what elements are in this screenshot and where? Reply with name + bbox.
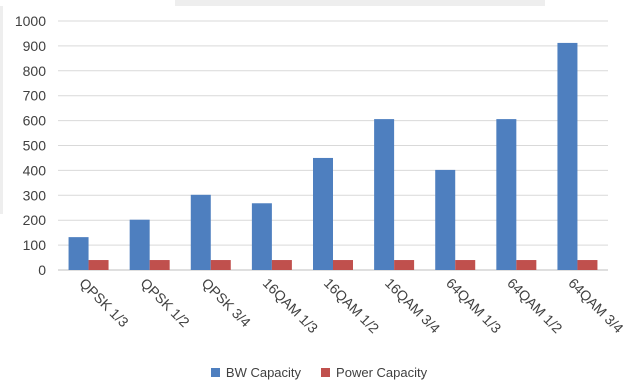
x-tick-label: 16QAM 1/3 (260, 275, 322, 337)
y-tick-label: 100 (23, 237, 47, 253)
x-tick-label: 64QAM 1/3 (443, 275, 505, 337)
bar-power-capacity-qpsk-3-4 (210, 260, 231, 270)
x-tick-label: 16QAM 1/2 (321, 275, 383, 337)
bar-bw-capacity-64qam-1-2 (496, 119, 517, 270)
y-tick-label: 300 (23, 187, 47, 203)
y-tick-label: 400 (23, 162, 47, 178)
y-tick-label: 600 (23, 113, 47, 129)
bar-bw-capacity-64qam-3-4 (557, 42, 578, 270)
bar-power-capacity-16qam-1-3 (271, 260, 292, 270)
legend-swatch-power-capacity (321, 367, 331, 377)
y-tick-label: 200 (23, 212, 47, 228)
legend-label-power-capacity: Power Capacity (336, 364, 428, 380)
y-tick-label: 900 (23, 38, 47, 54)
legend-swatch-bw-capacity (210, 367, 220, 377)
bar-power-capacity-16qam-3-4 (394, 260, 415, 270)
y-tick-label: 500 (23, 138, 47, 154)
x-tick-label: QPSK 3/4 (199, 275, 254, 330)
bar-bw-capacity-qpsk-3-4 (190, 194, 211, 270)
bar-power-capacity-qpsk-1-2 (149, 260, 170, 270)
x-tick-label: 64QAM 1/2 (504, 275, 566, 337)
y-tick-label: 1000 (15, 13, 46, 29)
bar-power-capacity-64qam-3-4 (577, 260, 598, 270)
bar-bw-capacity-64qam-1-3 (435, 169, 456, 270)
x-tick-label: 16QAM 3/4 (382, 275, 444, 337)
bar-bw-capacity-16qam-1-2 (313, 157, 333, 270)
bar-power-capacity-qpsk-1-3 (88, 260, 109, 270)
y-tick-label: 0 (38, 262, 46, 278)
bar-bw-capacity-qpsk-1-3 (68, 237, 89, 270)
legend-item-bw-capacity: BW Capacity (210, 364, 302, 380)
x-tick-label: 64QAM 3/4 (565, 275, 627, 337)
bar-bw-capacity-16qam-3-4 (374, 119, 395, 270)
legend-label-bw-capacity: BW Capacity (225, 364, 302, 380)
side-band (0, 6, 3, 214)
x-tick-label: QPSK 1/2 (138, 275, 193, 330)
bar-power-capacity-64qam-1-3 (455, 260, 476, 270)
bar-bw-capacity-16qam-1-3 (251, 203, 272, 270)
bar-power-capacity-64qam-1-2 (516, 260, 537, 270)
y-tick-label: 800 (23, 63, 47, 79)
y-tick-label: 700 (23, 88, 47, 104)
legend-item-power-capacity: Power Capacity (321, 365, 427, 380)
header-band (175, 0, 545, 6)
x-tick-label: QPSK 1/3 (76, 275, 131, 330)
bar-bw-capacity-qpsk-1-2 (129, 219, 150, 270)
bar-power-capacity-16qam-1-2 (333, 260, 353, 270)
legend: BW Capacity Power Capacity (0, 364, 638, 380)
